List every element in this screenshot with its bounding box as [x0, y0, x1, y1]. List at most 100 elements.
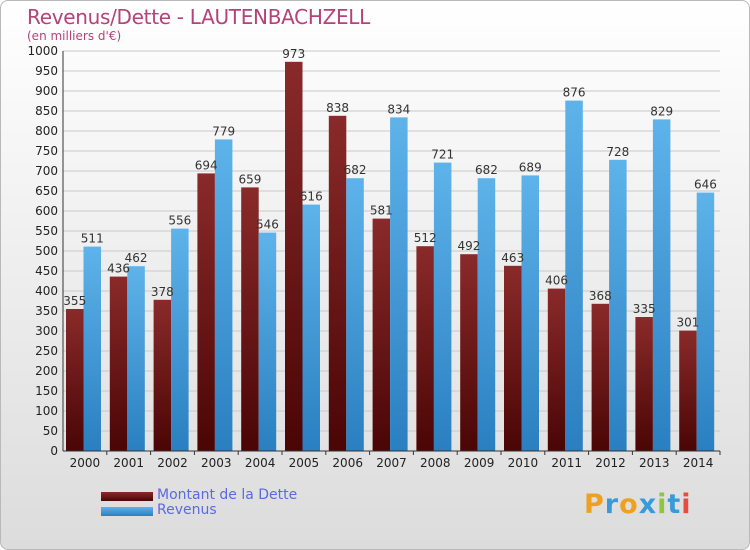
data-label-revenus: 682 — [475, 163, 498, 177]
x-tick-label: 2013 — [639, 456, 670, 470]
bars — [66, 61, 715, 452]
bar-dette — [197, 173, 215, 451]
data-label-dette: 659 — [238, 172, 261, 186]
data-label-dette: 492 — [457, 239, 480, 253]
labels: 0 50 100 150 200 250 300 350 400 450 500 550 600 650 7… — [27, 44, 716, 470]
y-tick-label: 150 — [35, 384, 58, 398]
bar-dette — [679, 330, 697, 451]
y-tick-label: 0 — [50, 444, 58, 458]
proxiti-logo: Proxiti — [584, 489, 692, 520]
bar-revenus — [302, 204, 320, 451]
data-label-revenus: 689 — [519, 160, 542, 174]
bar-dette — [285, 61, 303, 452]
x-tick-label: 2002 — [157, 456, 188, 470]
bar-dette — [416, 246, 434, 451]
data-label-revenus: 721 — [431, 148, 454, 162]
data-label-revenus: 876 — [563, 86, 586, 100]
y-tick-label: 100 — [35, 404, 58, 418]
x-tick-label: 2001 — [113, 456, 144, 470]
bar-revenus — [652, 119, 671, 452]
y-tick-label: 550 — [35, 224, 58, 238]
bar-dette — [372, 218, 391, 451]
logo-letter: t — [667, 489, 682, 520]
data-label-revenus: 511 — [81, 232, 104, 246]
data-label-dette: 973 — [282, 47, 305, 61]
data-label-revenus: 646 — [694, 178, 717, 192]
legend-label-dette: Montant de la Dette — [157, 487, 298, 503]
x-tick-label: 2006 — [332, 456, 363, 470]
bar-dette — [109, 276, 128, 451]
data-label-dette: 463 — [501, 251, 524, 265]
bar-dette — [591, 303, 610, 451]
chart-title: Revenus/Dette - LAUTENBACHZELL — [27, 5, 370, 29]
data-label-dette: 436 — [107, 262, 130, 276]
data-label-dette: 406 — [545, 274, 568, 288]
bar-dette — [460, 254, 478, 451]
data-label-revenus: 779 — [212, 124, 235, 138]
bar-revenus — [127, 266, 145, 451]
logo-letter: P — [584, 489, 605, 520]
y-tick-label: 350 — [35, 304, 58, 318]
data-label-revenus: 546 — [256, 218, 279, 232]
y-tick-label: 400 — [35, 284, 58, 298]
logo-letter: x — [638, 489, 658, 520]
legend-swatch-revenus — [101, 507, 153, 516]
data-label-revenus: 682 — [344, 163, 367, 177]
y-tick-label: 900 — [35, 84, 58, 98]
y-tick-label: 800 — [35, 124, 58, 138]
y-tick-label: 50 — [43, 424, 58, 438]
data-label-dette: 335 — [633, 302, 656, 316]
x-tick-label: 2007 — [376, 456, 407, 470]
x-tick-label: 2000 — [70, 456, 101, 470]
bar-dette — [547, 288, 566, 451]
logo-letter: i — [681, 489, 692, 520]
x-tick-label: 2010 — [508, 456, 539, 470]
y-tick-label: 500 — [35, 244, 58, 258]
bar-revenus — [346, 178, 364, 451]
x-tick-label: 2008 — [420, 456, 451, 470]
bar-dette — [241, 187, 259, 451]
y-tick-label: 600 — [35, 204, 58, 218]
logo-letter: i — [657, 489, 668, 520]
axes — [62, 51, 721, 455]
y-tick-label: 300 — [35, 324, 58, 338]
y-tick-label: 450 — [35, 264, 58, 278]
x-tick-label: 2011 — [551, 456, 582, 470]
bar-revenus — [258, 232, 277, 451]
legend-label-revenus: Revenus — [157, 502, 217, 518]
x-tick-label: 2009 — [464, 456, 495, 470]
data-label-dette: 581 — [370, 204, 393, 218]
x-tick-label: 2004 — [245, 456, 276, 470]
data-label-revenus: 616 — [300, 190, 323, 204]
data-label-dette: 301 — [676, 316, 699, 330]
x-tick-label: 2005 — [289, 456, 320, 470]
bar-dette — [153, 299, 172, 451]
data-label-dette: 355 — [63, 294, 86, 308]
y-tick-label: 650 — [35, 184, 58, 198]
data-label-revenus: 829 — [650, 104, 673, 118]
chart-subtitle: (en milliers d'€) — [27, 29, 122, 43]
bar-revenus — [390, 117, 408, 452]
bar-revenus — [609, 159, 627, 452]
y-tick-label: 750 — [35, 144, 58, 158]
data-label-revenus: 462 — [125, 251, 148, 265]
x-tick-label: 2014 — [683, 456, 714, 470]
y-tick-label: 200 — [35, 364, 58, 378]
bar-dette — [66, 309, 84, 451]
bar-dette — [635, 317, 653, 451]
data-label-revenus: 834 — [387, 102, 410, 116]
bar-revenus — [696, 192, 715, 451]
y-tick-label: 850 — [35, 104, 58, 118]
bar-dette — [328, 115, 347, 452]
data-label-dette: 838 — [326, 101, 349, 115]
bar-revenus — [433, 162, 452, 451]
data-label-revenus: 556 — [168, 214, 191, 228]
data-label-dette: 694 — [195, 158, 218, 172]
y-tick-label: 700 — [35, 164, 58, 178]
bar-revenus — [477, 178, 496, 451]
data-label-dette: 512 — [414, 231, 437, 245]
x-tick-label: 2012 — [595, 456, 626, 470]
data-label-dette: 378 — [151, 285, 174, 299]
